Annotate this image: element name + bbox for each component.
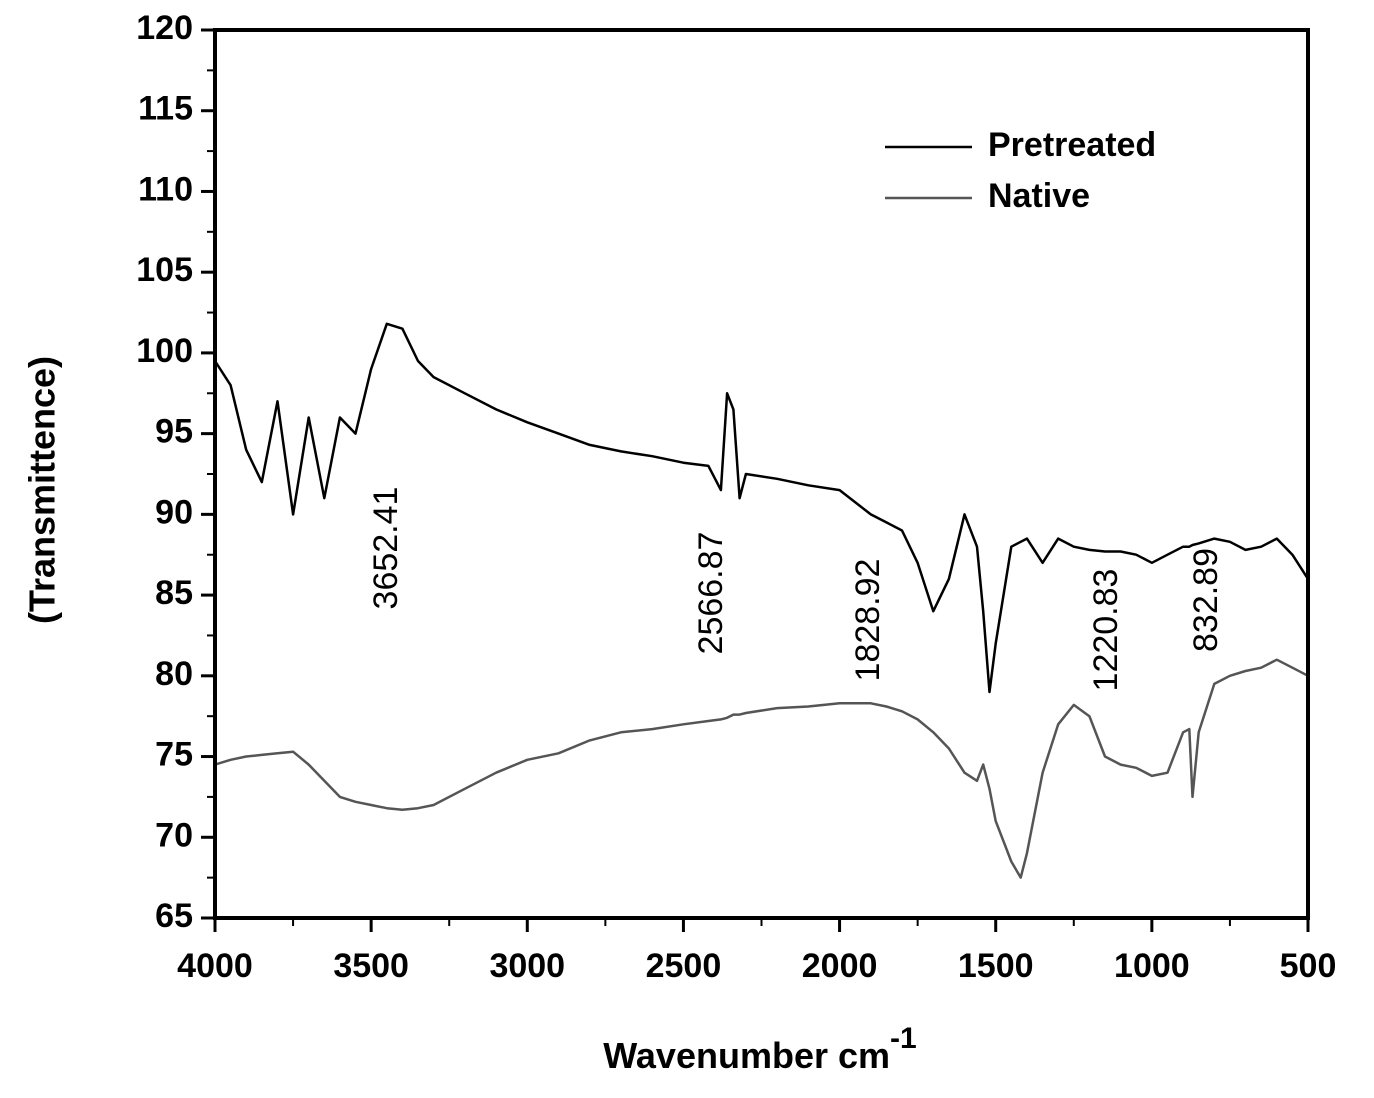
y-tick-label: 120: [136, 9, 193, 47]
plot-frame: [213, 28, 1310, 920]
peak-annotation: 1220.83: [1087, 569, 1125, 692]
y-tick-label: 95: [155, 413, 193, 451]
x-axis-title: Wavenumber cm-1: [603, 1022, 916, 1076]
x-tick-label: 2000: [802, 947, 878, 985]
x-tick-label: 2500: [646, 947, 722, 985]
x-tick-label: 1000: [1114, 947, 1190, 985]
legend-label: Pretreated: [988, 126, 1156, 164]
x-tick-label: 1500: [958, 947, 1034, 985]
y-tick-label: 65: [155, 897, 193, 935]
series-line: [214, 658, 1309, 879]
y-tick-label: 110: [138, 170, 193, 208]
y-tick-label: 70: [155, 816, 193, 854]
y-tick-label: 115: [138, 90, 193, 128]
peak-annotation: 3652.41: [367, 487, 405, 610]
y-axis-title: (Transmittence): [22, 356, 63, 624]
y-tick-label: 90: [155, 493, 193, 531]
x-tick-label: 3500: [333, 947, 409, 985]
peak-annotation: 1828.92: [849, 559, 887, 682]
peak-annotation: 832.89: [1187, 548, 1225, 652]
y-tick-label: 105: [136, 251, 193, 289]
x-axis-title-text: Wavenumber cm: [603, 1035, 890, 1076]
series-line: [213, 322, 1310, 694]
x-tick-label: 3000: [489, 947, 565, 985]
y-tick-label: 100: [136, 332, 193, 370]
x-tick-label: 4000: [177, 947, 253, 985]
y-tick-label: 80: [155, 655, 193, 693]
y-tick-label: 75: [155, 736, 193, 774]
x-tick-label: 500: [1280, 947, 1337, 985]
legend-label: Native: [988, 177, 1090, 215]
x-axis-title-superscript: -1: [890, 1022, 917, 1055]
peak-annotation: 2566.87: [692, 532, 730, 655]
y-tick-label: 85: [155, 574, 193, 612]
